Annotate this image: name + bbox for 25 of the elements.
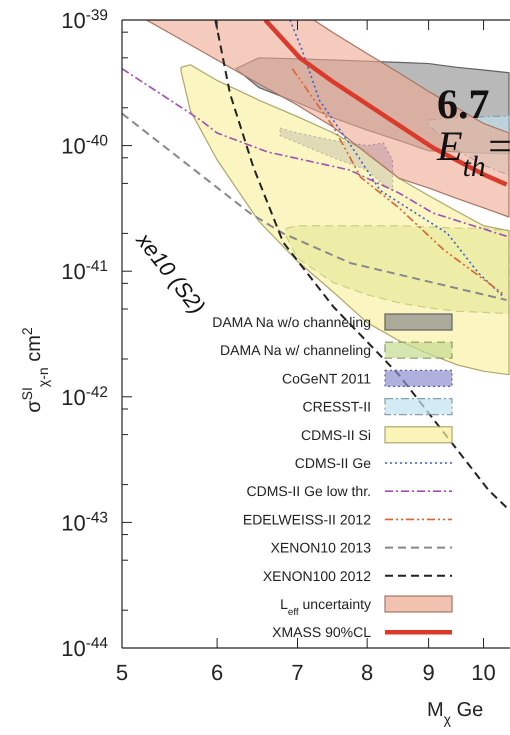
x-tick-label: 6 <box>210 660 224 685</box>
legend-label: CDMS-II Si <box>301 426 371 443</box>
x-tick-label: 9 <box>422 660 435 685</box>
legend-label: CoGeNT 2011 <box>282 370 372 386</box>
annotation: 6.7 <box>437 82 490 128</box>
x-tick-label: 10 <box>471 660 496 685</box>
legend-label: CRESST-II <box>302 398 371 415</box>
legend-label: XENON10 2013 <box>270 540 372 556</box>
legend-label: XENON100 2012 <box>262 568 372 584</box>
x-tick-label: 5 <box>116 660 128 685</box>
y-tick-label: 10$^{-42}$ <box>61 383 108 410</box>
x-tick-label: 8 <box>361 660 374 685</box>
x-axis-title: M$_{χ}$ Ge <box>427 699 484 727</box>
legend-label: CDMS-II Ge <box>294 455 372 471</box>
y-tick-label: 10$^{-41}$ <box>61 258 108 284</box>
x-tick-label: 7 <box>291 660 304 685</box>
legend-label: EDELWEISS-II 2012 <box>242 511 372 528</box>
legend-label: CDMS-II Ge low thr. <box>246 483 371 500</box>
legend-label: XMASS 90%CL <box>272 624 372 640</box>
y-tick-label: 10$^{-43}$ <box>61 508 108 536</box>
legend-label: DAMA Na w/ channeling <box>220 342 371 358</box>
y-tick-label: 10$^{-40}$ <box>61 132 108 159</box>
legend-label: L$_{eff}$ uncertainty <box>280 596 371 618</box>
y-tick-label: 10$^{-39}$ <box>61 6 108 33</box>
y-tick-label: 10$^{-44}$ <box>61 634 108 661</box>
